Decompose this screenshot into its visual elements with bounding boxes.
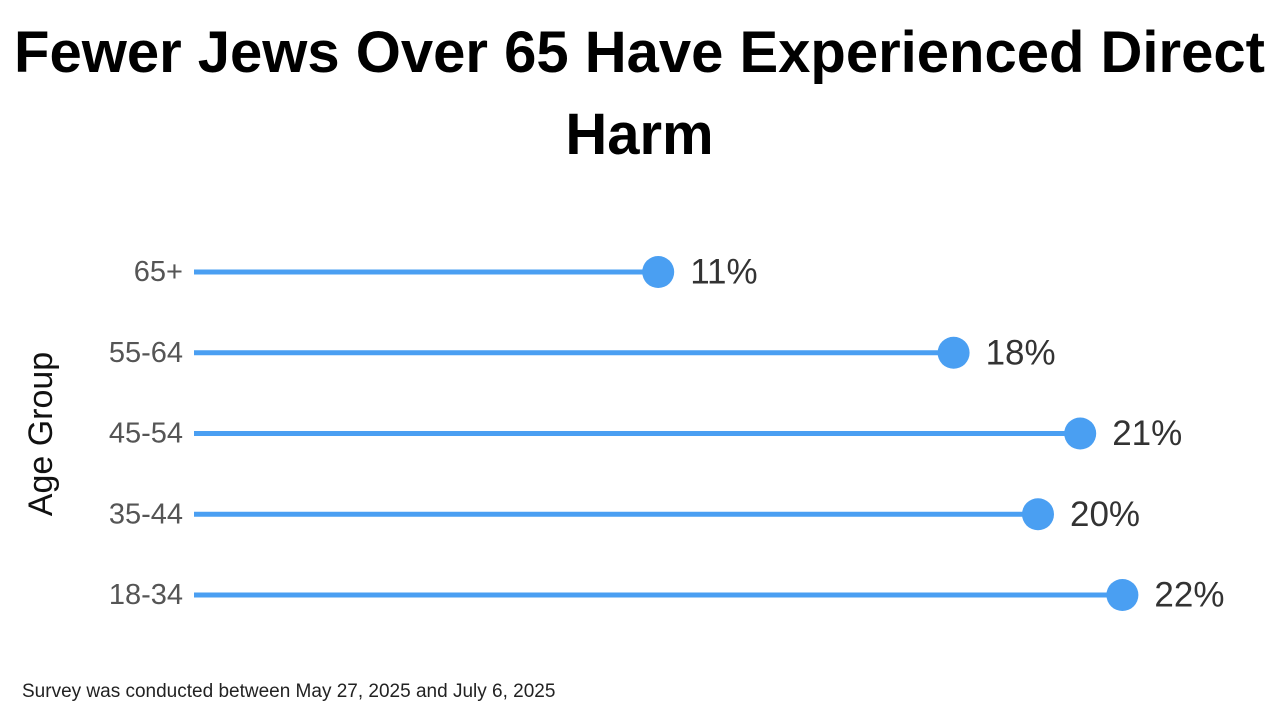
lollipop-point <box>642 256 675 288</box>
data-label: 20% <box>1070 495 1140 534</box>
footnote: Survey was conducted between May 27, 202… <box>22 681 556 702</box>
chart-title: Fewer Jews Over 65 Have Experienced Dire… <box>14 20 1265 167</box>
y-tick-label: 65+ <box>134 256 183 288</box>
data-label: 18% <box>986 333 1056 372</box>
data-label: 11% <box>690 253 757 292</box>
chart-marks: 65+ 11% 55-64 18% 45-54 21% 35-44 20% 18-34 22% <box>109 253 1225 615</box>
y-tick-label: 55-64 <box>109 337 183 369</box>
data-label: 21% <box>1112 414 1182 453</box>
y-axis-label: Age Group <box>22 352 60 516</box>
lollipop-point <box>1022 498 1054 531</box>
lollipop-point <box>1106 579 1139 611</box>
y-tick-label: 45-54 <box>109 418 183 450</box>
y-tick-label: 18-34 <box>109 579 183 611</box>
lollipop-point <box>1064 417 1097 450</box>
y-tick-label: 35-44 <box>109 498 183 530</box>
lollipop-point <box>937 336 970 369</box>
data-label: 22% <box>1154 576 1224 615</box>
